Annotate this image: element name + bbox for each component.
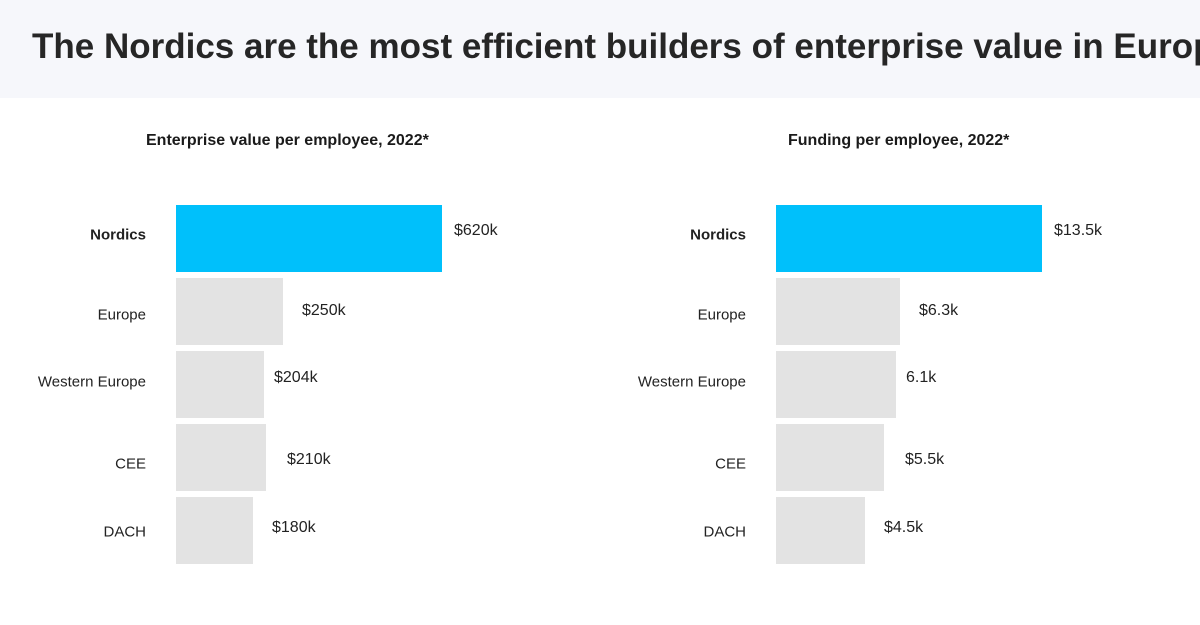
category-label-dach: DACH (703, 523, 746, 541)
category-label-cee: CEE (115, 455, 146, 473)
category-label-europe: Europe (97, 306, 146, 324)
bar-dach (176, 497, 253, 564)
enterprise-value-chart: Enterprise value per employee, 2022* Nor… (37, 132, 498, 564)
bar-western-europe (776, 351, 896, 418)
value-label-western-europe: 6.1k (906, 369, 937, 386)
bar-cee (776, 424, 884, 491)
category-label-europe: Europe (697, 306, 746, 324)
value-label-europe: $250k (302, 302, 346, 319)
value-label-nordics: $620k (454, 222, 498, 239)
bar-cee (176, 424, 266, 491)
bar-nordics (176, 205, 442, 272)
bar-dach (776, 497, 865, 564)
bar-europe (176, 278, 283, 345)
value-label-cee: $5.5k (905, 451, 945, 468)
value-label-nordics: $13.5k (1054, 222, 1103, 239)
bar-nordics (776, 205, 1042, 272)
value-label-cee: $210k (287, 451, 331, 468)
category-label-cee: CEE (715, 455, 746, 473)
value-label-europe: $6.3k (919, 302, 959, 319)
value-label-dach: $180k (272, 519, 316, 536)
category-label-nordics: Nordics (90, 226, 146, 244)
funding-chart: Funding per employee, 2022* Nordics $13.5… (600, 0, 1200, 625)
value-label-dach: $4.5k (884, 519, 924, 536)
header-band: The Nordics are the most efficient build… (0, 0, 1200, 98)
category-label-western-europe: Western Europe (37, 373, 146, 391)
bar-europe (776, 278, 900, 345)
chart-title: Funding per employee, 2022* (788, 132, 1010, 149)
bar-western-europe (176, 351, 264, 418)
page-title: The Nordics are the most efficient build… (32, 27, 1200, 66)
chart-title: Enterprise value per employee, 2022* (146, 132, 429, 149)
value-label-western-europe: $204k (274, 369, 318, 386)
category-label-dach: DACH (103, 523, 146, 541)
category-label-nordics: Nordics (690, 226, 746, 244)
category-label-western-europe: Western Europe (637, 373, 746, 391)
